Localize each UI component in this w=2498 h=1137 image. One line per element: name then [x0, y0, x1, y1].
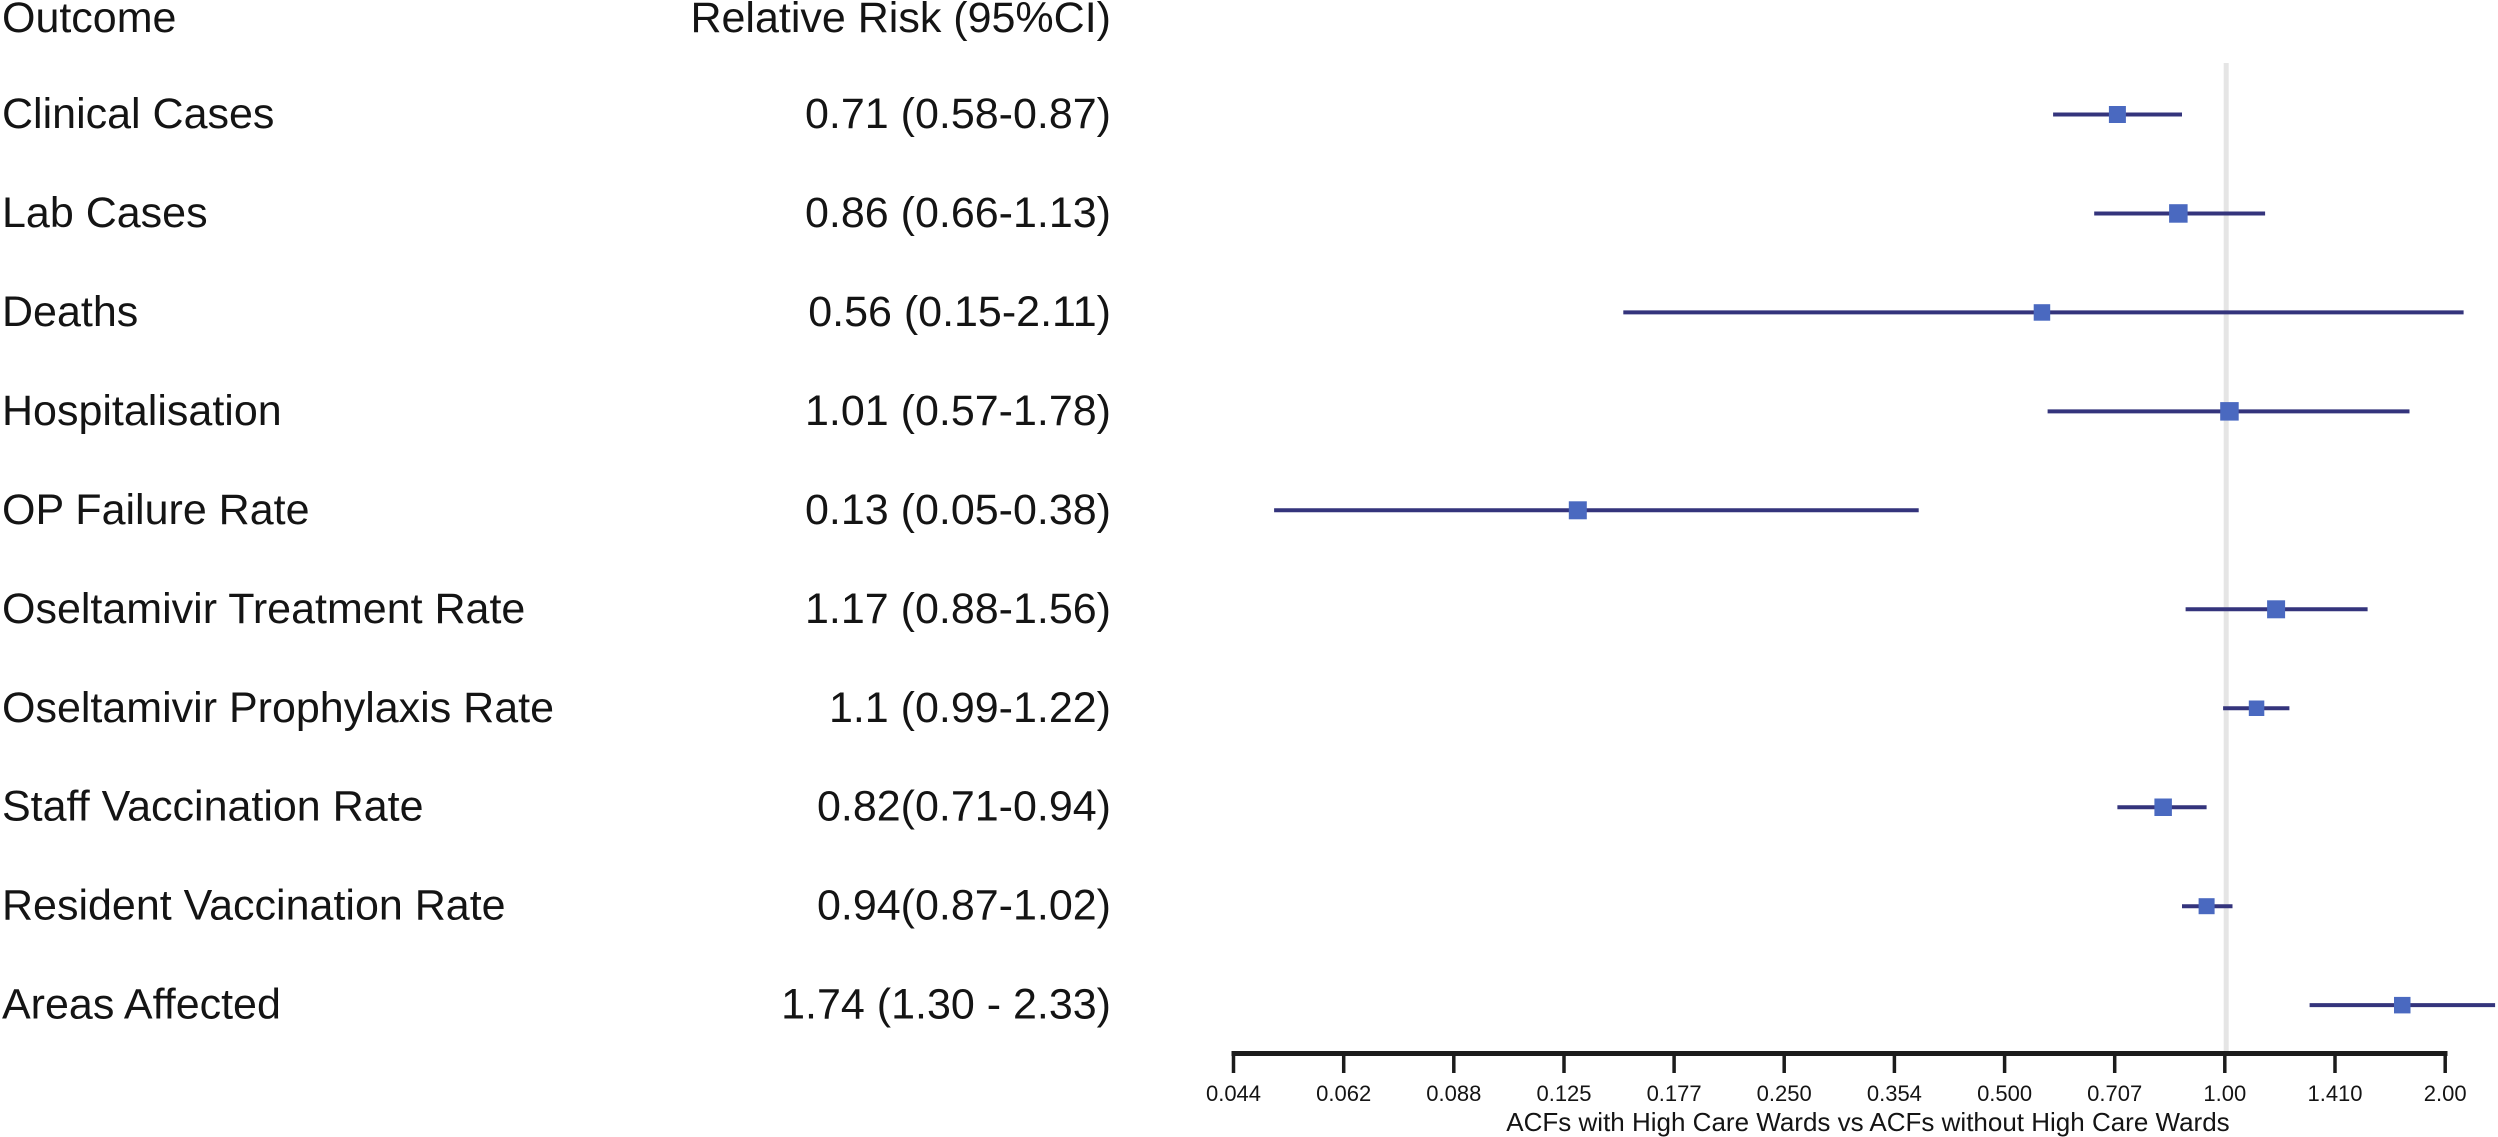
svg-text:0.177: 0.177	[1647, 1081, 1702, 1106]
svg-text:0.125: 0.125	[1536, 1081, 1591, 1106]
svg-text:0.56 (0.15-2.11): 0.56 (0.15-2.11)	[808, 288, 1111, 336]
svg-text:Deaths: Deaths	[2, 288, 138, 336]
svg-text:1.74 (1.30 - 2.33): 1.74 (1.30 - 2.33)	[781, 981, 1111, 1029]
svg-text:0.82(0.71-0.94): 0.82(0.71-0.94)	[817, 783, 1111, 831]
svg-text:0.500: 0.500	[1977, 1081, 2032, 1106]
svg-text:Relative Risk (95%CI): Relative Risk (95%CI)	[690, 0, 1111, 42]
svg-text:0.94(0.87-1.02): 0.94(0.87-1.02)	[817, 882, 1111, 930]
svg-text:0.250: 0.250	[1757, 1081, 1812, 1106]
svg-text:Hospitalisation: Hospitalisation	[2, 387, 282, 435]
svg-text:Oseltamivir Prophylaxis Rate: Oseltamivir Prophylaxis Rate	[2, 684, 554, 732]
svg-text:Oseltamivir Treatment Rate: Oseltamivir Treatment Rate	[2, 585, 525, 633]
svg-text:0.71 (0.58-0.87): 0.71 (0.58-0.87)	[805, 90, 1111, 138]
svg-text:0.354: 0.354	[1867, 1081, 1922, 1106]
svg-text:0.062: 0.062	[1316, 1081, 1371, 1106]
svg-text:2.00: 2.00	[2424, 1081, 2467, 1106]
svg-text:0.13 (0.05-0.38): 0.13 (0.05-0.38)	[805, 486, 1111, 534]
svg-text:Resident Vaccination Rate: Resident Vaccination Rate	[2, 882, 506, 930]
svg-text:Lab Cases: Lab Cases	[2, 189, 208, 237]
svg-text:1.1 (0.99-1.22): 1.1 (0.99-1.22)	[829, 684, 1111, 732]
svg-text:OP Failure Rate: OP Failure Rate	[2, 486, 310, 534]
svg-text:0.088: 0.088	[1426, 1081, 1481, 1106]
svg-text:ACFs with High Care Wards vs A: ACFs with High Care Wards vs ACFs withou…	[1506, 1107, 2229, 1137]
svg-text:1.410: 1.410	[2307, 1081, 2362, 1106]
svg-text:1.01 (0.57-1.78): 1.01 (0.57-1.78)	[805, 387, 1111, 435]
svg-text:0.044: 0.044	[1206, 1081, 1261, 1106]
svg-text:0.707: 0.707	[2087, 1081, 2142, 1106]
svg-text:1.00: 1.00	[2203, 1081, 2246, 1106]
svg-text:Clinical Cases: Clinical Cases	[2, 90, 274, 138]
svg-text:0.86 (0.66-1.13): 0.86 (0.66-1.13)	[805, 189, 1111, 237]
svg-text:Outcome: Outcome	[2, 0, 176, 42]
svg-text:Areas Affected: Areas Affected	[2, 981, 281, 1029]
svg-text:1.17 (0.88-1.56): 1.17 (0.88-1.56)	[805, 585, 1111, 633]
svg-text:Staff Vaccination Rate: Staff Vaccination Rate	[2, 783, 424, 831]
